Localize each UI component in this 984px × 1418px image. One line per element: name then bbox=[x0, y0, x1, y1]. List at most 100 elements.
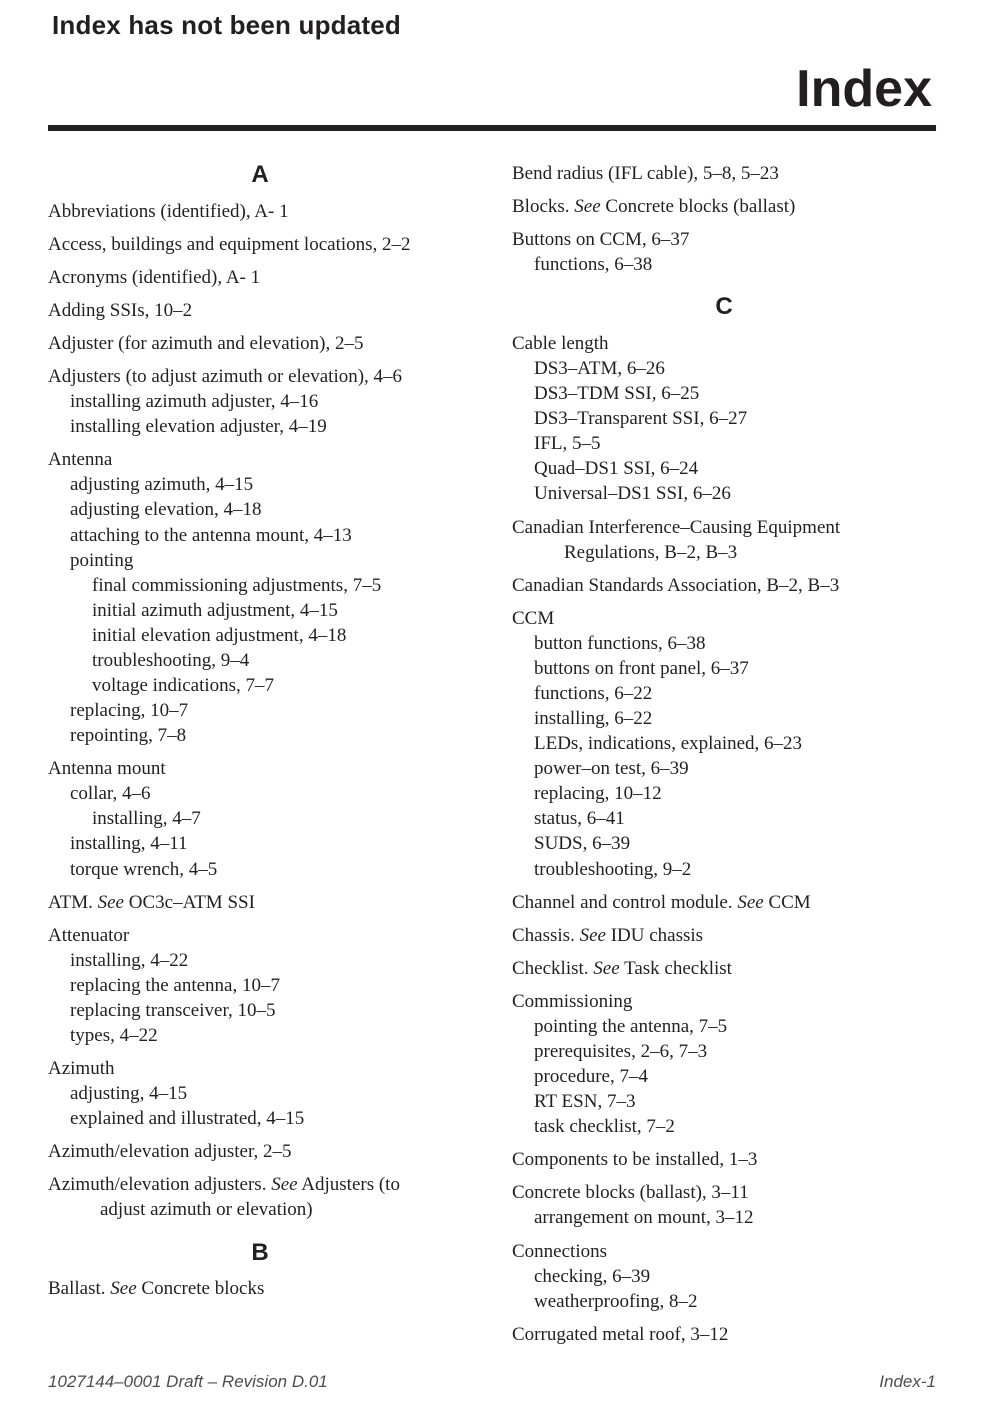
entry-sub: functions, 6–38 bbox=[534, 252, 936, 277]
entry-text: Checklist. See Task checklist bbox=[512, 956, 936, 981]
index-entry: Azimuth/elevation adjusters. See Adjuste… bbox=[48, 1172, 472, 1222]
entry-text-part: Blocks. bbox=[512, 196, 574, 217]
entry-sub: replacing transceiver, 10–5 bbox=[70, 998, 472, 1023]
see-ref: See bbox=[98, 892, 124, 913]
entry-sub: prerequisites, 2–6, 7–3 bbox=[534, 1039, 936, 1064]
entry-sub2: troubleshooting, 9–4 bbox=[92, 648, 472, 673]
entry-text: ATM. See OC3c–ATM SSI bbox=[48, 890, 472, 915]
entry-sub: pointing bbox=[70, 548, 472, 573]
entry-sub: installing, 6–22 bbox=[534, 706, 936, 731]
index-entry: Components to be installed, 1–3 bbox=[512, 1147, 936, 1172]
footer-left: 1027144–0001 Draft – Revision D.01 bbox=[48, 1372, 328, 1392]
entry-text-part: OC3c–ATM SSI bbox=[124, 892, 255, 913]
entry-sub: DS3–Transparent SSI, 6–27 bbox=[534, 406, 936, 431]
entry-text-part: CCM bbox=[764, 892, 811, 913]
index-entry: Buttons on CCM, 6–37 functions, 6–38 bbox=[512, 227, 936, 277]
see-ref: See bbox=[593, 958, 619, 979]
entry-sub2: installing, 4–7 bbox=[92, 806, 472, 831]
entry-text: Adding SSIs, 10–2 bbox=[48, 298, 472, 323]
see-ref: See bbox=[110, 1278, 136, 1299]
index-entry: Adjusters (to adjust azimuth or elevatio… bbox=[48, 364, 472, 439]
see-ref: See bbox=[574, 196, 600, 217]
entry-text-part: ATM. bbox=[48, 892, 98, 913]
see-ref: See bbox=[737, 892, 763, 913]
entry-sub: IFL, 5–5 bbox=[534, 431, 936, 456]
entry-sub: DS3–ATM, 6–26 bbox=[534, 356, 936, 381]
index-entry: Commissioning pointing the antenna, 7–5 … bbox=[512, 989, 936, 1139]
entry-sub: adjusting azimuth, 4–15 bbox=[70, 472, 472, 497]
entry-text: Azimuth bbox=[48, 1056, 472, 1081]
entry-text: Azimuth/elevation adjusters. See Adjuste… bbox=[48, 1172, 472, 1197]
entry-text-part: Channel and control module. bbox=[512, 892, 737, 913]
index-title: Index bbox=[48, 59, 936, 119]
index-entry: CCM button functions, 6–38 buttons on fr… bbox=[512, 606, 936, 882]
entry-text: Azimuth/elevation adjuster, 2–5 bbox=[48, 1139, 472, 1164]
entry-text: Connections bbox=[512, 1239, 936, 1264]
entry-sub: procedure, 7–4 bbox=[534, 1064, 936, 1089]
section-letter-b: B bbox=[48, 1237, 472, 1269]
footer-right: Index-1 bbox=[879, 1372, 936, 1392]
entry-sub: DS3–TDM SSI, 6–25 bbox=[534, 381, 936, 406]
entry-sub: weatherproofing, 8–2 bbox=[534, 1289, 936, 1314]
entry-text: Buttons on CCM, 6–37 bbox=[512, 227, 936, 252]
entry-sub: power–on test, 6–39 bbox=[534, 756, 936, 781]
entry-text: Adjusters (to adjust azimuth or elevatio… bbox=[48, 364, 472, 389]
entry-sub: types, 4–22 bbox=[70, 1023, 472, 1048]
section-letter-a: A bbox=[48, 159, 472, 191]
entry-sub: explained and illustrated, 4–15 bbox=[70, 1106, 472, 1131]
index-entry: Access, buildings and equipment location… bbox=[48, 232, 472, 257]
entry-text-part: Adjusters (to bbox=[298, 1174, 400, 1195]
index-entry: Bend radius (IFL cable), 5–8, 5–23 bbox=[512, 161, 936, 186]
entry-sub: installing azimuth adjuster, 4–16 bbox=[70, 389, 472, 414]
entry-sub: LEDs, indications, explained, 6–23 bbox=[534, 731, 936, 756]
index-entry: Abbreviations (identified), A- 1 bbox=[48, 199, 472, 224]
entry-sub: status, 6–41 bbox=[534, 806, 936, 831]
entry-text: Acronyms (identified), A- 1 bbox=[48, 265, 472, 290]
entry-sub: troubleshooting, 9–2 bbox=[534, 857, 936, 882]
index-entry: Checklist. See Task checklist bbox=[512, 956, 936, 981]
entry-sub: functions, 6–22 bbox=[534, 681, 936, 706]
title-rule bbox=[48, 125, 936, 131]
entry-continuation: adjust azimuth or elevation) bbox=[100, 1197, 472, 1222]
entry-text: Chassis. See IDU chassis bbox=[512, 923, 936, 948]
index-entry: Antenna adjusting azimuth, 4–15 adjustin… bbox=[48, 447, 472, 748]
entry-text-part: Concrete blocks bbox=[137, 1278, 265, 1299]
entry-text: Channel and control module. See CCM bbox=[512, 890, 936, 915]
index-entry: Canadian Interference–Causing Equipment … bbox=[512, 515, 936, 565]
entry-sub: button functions, 6–38 bbox=[534, 631, 936, 656]
entry-sub: repointing, 7–8 bbox=[70, 723, 472, 748]
index-entry: Acronyms (identified), A- 1 bbox=[48, 265, 472, 290]
see-ref: See bbox=[580, 925, 606, 946]
entry-sub: installing, 4–11 bbox=[70, 831, 472, 856]
entry-text: Attenuator bbox=[48, 923, 472, 948]
index-entry: Channel and control module. See CCM bbox=[512, 890, 936, 915]
entry-sub: adjusting elevation, 4–18 bbox=[70, 497, 472, 522]
section-letter-c: C bbox=[512, 291, 936, 323]
index-entry: Blocks. See Concrete blocks (ballast) bbox=[512, 194, 936, 219]
entry-sub: adjusting, 4–15 bbox=[70, 1081, 472, 1106]
entry-sub2: final commissioning adjustments, 7–5 bbox=[92, 573, 472, 598]
page: Index has not been updated Index A Abbre… bbox=[0, 0, 984, 1418]
entry-text: Concrete blocks (ballast), 3–11 bbox=[512, 1180, 936, 1205]
entry-sub: SUDS, 6–39 bbox=[534, 831, 936, 856]
index-columns: A Abbreviations (identified), A- 1 Acces… bbox=[48, 157, 936, 1355]
entry-sub: Quad–DS1 SSI, 6–24 bbox=[534, 456, 936, 481]
entry-sub: collar, 4–6 bbox=[70, 781, 472, 806]
index-entry: Adding SSIs, 10–2 bbox=[48, 298, 472, 323]
index-entry: Concrete blocks (ballast), 3–11 arrangem… bbox=[512, 1180, 936, 1230]
entry-text: Bend radius (IFL cable), 5–8, 5–23 bbox=[512, 161, 936, 186]
entry-text: Canadian Interference–Causing Equipment bbox=[512, 515, 936, 540]
index-entry: Corrugated metal roof, 3–12 bbox=[512, 1322, 936, 1347]
index-entry: Azimuth/elevation adjuster, 2–5 bbox=[48, 1139, 472, 1164]
entry-sub: buttons on front panel, 6–37 bbox=[534, 656, 936, 681]
index-entry: Chassis. See IDU chassis bbox=[512, 923, 936, 948]
index-entry: ATM. See OC3c–ATM SSI bbox=[48, 890, 472, 915]
entry-sub: Universal–DS1 SSI, 6–26 bbox=[534, 481, 936, 506]
entry-text: Components to be installed, 1–3 bbox=[512, 1147, 936, 1172]
entry-sub2: voltage indications, 7–7 bbox=[92, 673, 472, 698]
entry-sub: replacing the antenna, 10–7 bbox=[70, 973, 472, 998]
entry-sub: torque wrench, 4–5 bbox=[70, 857, 472, 882]
entry-text: Canadian Standards Association, B–2, B–3 bbox=[512, 573, 936, 598]
entry-text-part: Task checklist bbox=[620, 958, 732, 979]
entry-sub: installing, 4–22 bbox=[70, 948, 472, 973]
